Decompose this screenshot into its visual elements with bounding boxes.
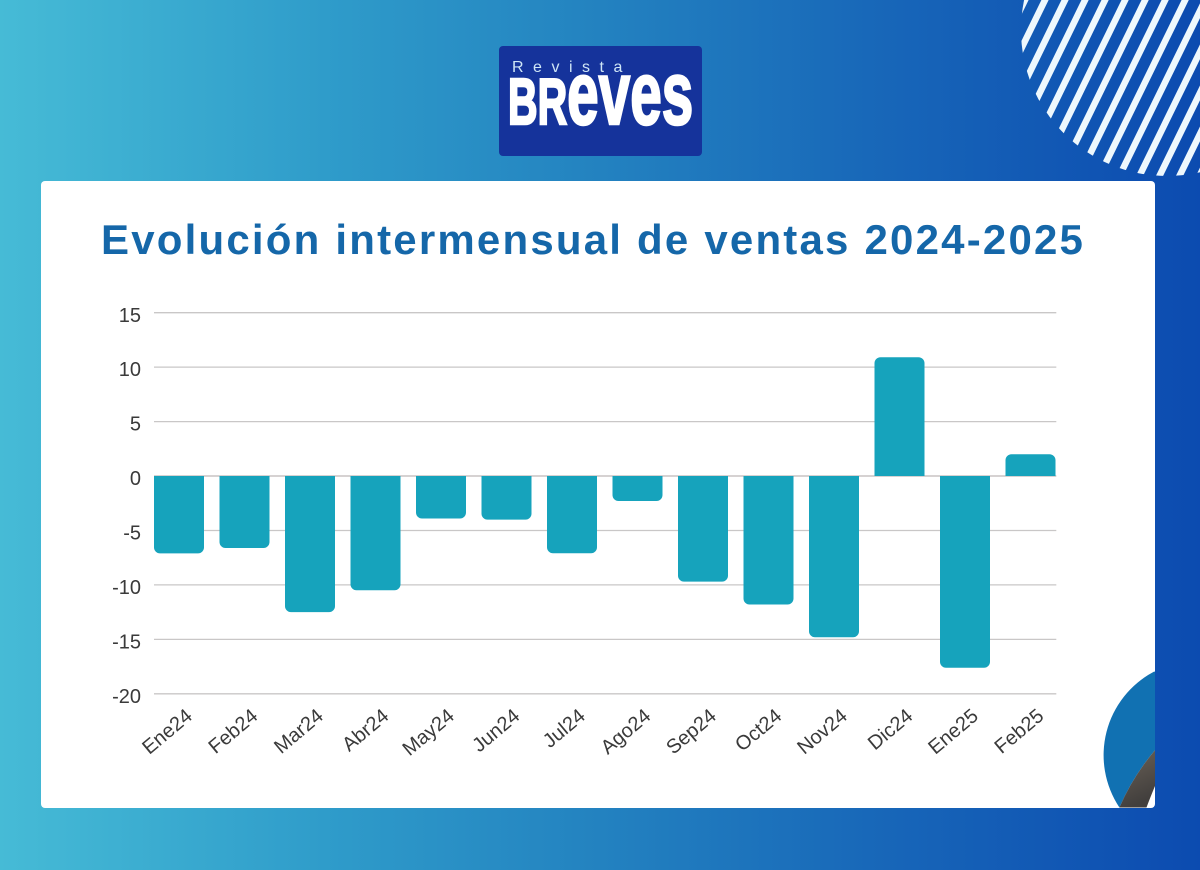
svg-text:5: 5	[130, 414, 141, 436]
svg-text:Ene24: Ene24	[138, 705, 196, 759]
svg-text:Feb24: Feb24	[205, 705, 263, 758]
svg-text:-15: -15	[112, 632, 141, 654]
svg-text:Ene25: Ene25	[924, 705, 982, 759]
svg-text:10: 10	[119, 359, 141, 381]
svg-text:-10: -10	[112, 577, 141, 599]
svg-text:-5: -5	[123, 523, 141, 545]
svg-text:Mar24: Mar24	[270, 705, 328, 758]
svg-text:0: 0	[130, 468, 141, 490]
svg-text:Dic24: Dic24	[864, 705, 917, 755]
svg-text:Feb25: Feb25	[991, 705, 1049, 758]
svg-text:Jul24: Jul24	[539, 705, 590, 753]
svg-text:Abr24: Abr24	[338, 705, 393, 756]
svg-text:Sep24: Sep24	[662, 705, 720, 759]
svg-text:May24: May24	[399, 705, 459, 760]
svg-text:15: 15	[119, 305, 141, 327]
svg-text:Ago24: Ago24	[597, 705, 655, 759]
svg-text:Jun24: Jun24	[468, 705, 524, 757]
svg-text:Nov24: Nov24	[793, 705, 851, 759]
svg-text:Oct24: Oct24	[731, 705, 786, 756]
svg-text:-20: -20	[112, 686, 141, 708]
